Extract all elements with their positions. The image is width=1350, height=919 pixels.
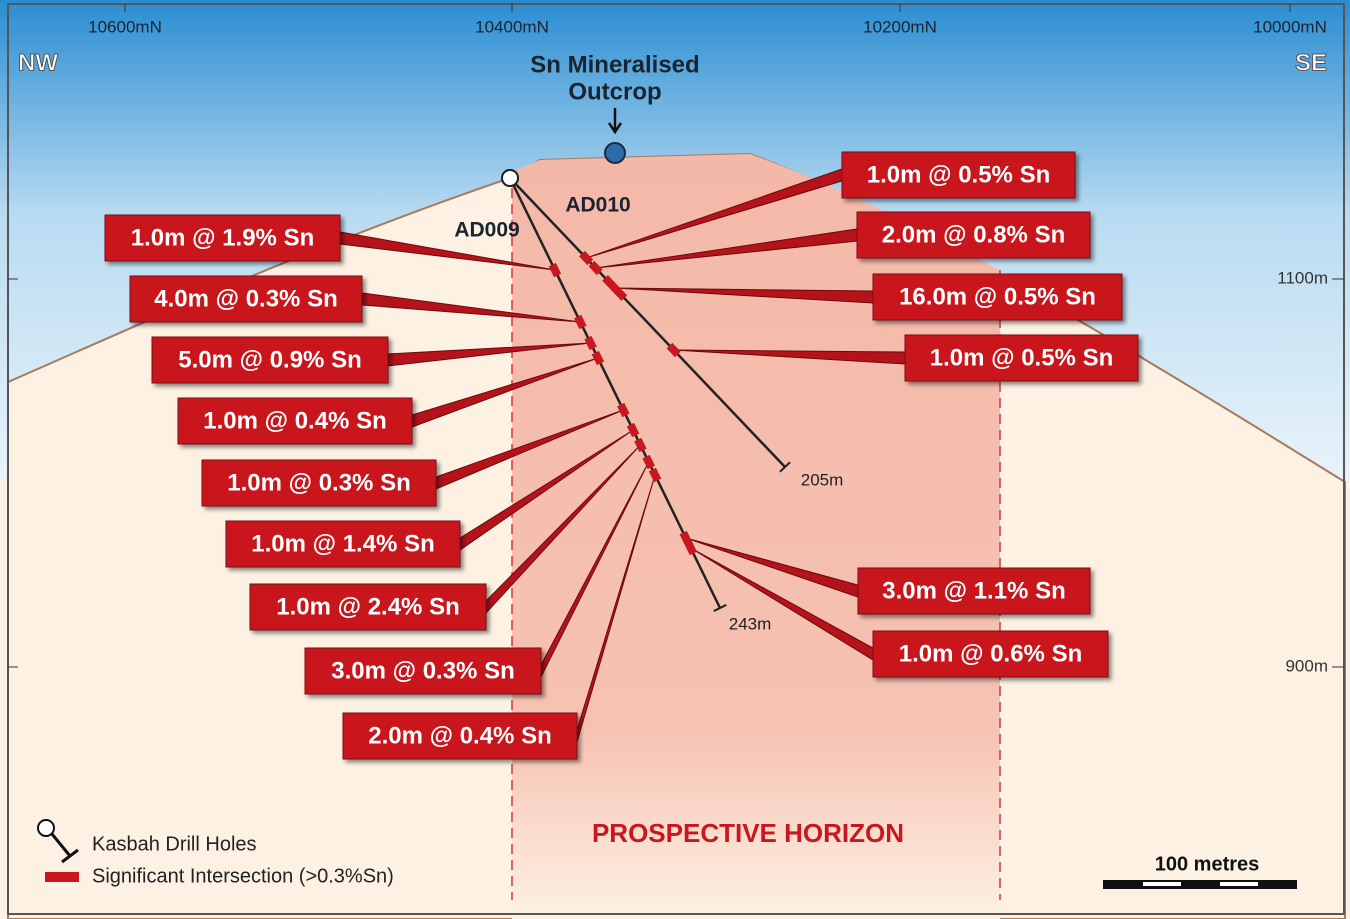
easting-label: 10600mN: [88, 17, 162, 36]
page: PROSPECTIVE HORIZON NW SE Sn Mineralised…: [0, 0, 1350, 919]
intersection: [595, 353, 600, 364]
intersection-label: 1.0m @ 2.4% Sn: [276, 593, 459, 620]
intersection: [630, 425, 635, 436]
direction-nw: NW: [18, 49, 58, 76]
intersection-label: 1.0m @ 1.9% Sn: [131, 224, 314, 251]
intersection-label: 1.0m @ 0.4% Sn: [203, 407, 386, 434]
intersection-label: 3.0m @ 1.1% Sn: [882, 577, 1065, 604]
intersection-label: 3.0m @ 0.3% Sn: [331, 657, 514, 684]
intersection-label: 4.0m @ 0.3% Sn: [154, 285, 337, 312]
intersection-label: 1.0m @ 0.6% Sn: [899, 640, 1082, 667]
intersection: [646, 457, 651, 468]
outcrop-marker: [605, 143, 625, 163]
intersection: [588, 338, 593, 349]
section-diagram: PROSPECTIVE HORIZON NW SE Sn Mineralised…: [0, 0, 1350, 919]
easting-label: 10000mN: [1253, 17, 1327, 36]
collar: [502, 170, 518, 186]
elevation-label: 900m: [1285, 656, 1328, 675]
intersection-label: 1.0m @ 0.3% Sn: [227, 469, 410, 496]
intersection: [683, 533, 688, 544]
intersection-label: 1.0m @ 1.4% Sn: [251, 530, 434, 557]
intersection: [652, 470, 657, 481]
legend-label: Kasbah Drill Holes: [92, 833, 257, 855]
scale-label: 100 metres: [1155, 853, 1260, 875]
intersection-label: 2.0m @ 0.8% Sn: [882, 221, 1065, 248]
hole-depth: 205m: [801, 470, 844, 489]
intersection: [638, 440, 643, 451]
outcrop-label: Sn Mineralised: [530, 51, 699, 78]
legend-label: Significant Intersection (>0.3%Sn): [92, 865, 394, 887]
intersection-label: 2.0m @ 0.4% Sn: [368, 722, 551, 749]
intersection: [578, 317, 583, 328]
outcrop-label: Outcrop: [568, 78, 661, 105]
scale-bar: [1103, 880, 1297, 889]
legend-hole-icon: [38, 820, 54, 836]
intersection-label: 16.0m @ 0.5% Sn: [899, 283, 1096, 310]
easting-label: 10400mN: [475, 17, 549, 36]
elevation-label: 1100m: [1277, 268, 1328, 287]
intersection: [621, 405, 626, 416]
scale-bar: [1143, 882, 1181, 886]
hole-name: AD009: [454, 219, 519, 242]
intersection-label: 1.0m @ 0.5% Sn: [867, 161, 1050, 188]
intersection: [552, 265, 557, 276]
hole-name: AD010: [565, 194, 630, 217]
intersection-label: 1.0m @ 0.5% Sn: [930, 344, 1113, 371]
zone-label: PROSPECTIVE HORIZON: [592, 818, 904, 848]
hole-depth: 243m: [729, 614, 772, 633]
prospective-zone: [512, 154, 1000, 919]
intersection: [688, 543, 693, 554]
easting-label: 10200mN: [863, 17, 937, 36]
legend-intersection-icon: [45, 872, 79, 882]
scale-bar: [1220, 882, 1258, 886]
direction-se: SE: [1295, 49, 1327, 76]
intersection-label: 5.0m @ 0.9% Sn: [178, 346, 361, 373]
